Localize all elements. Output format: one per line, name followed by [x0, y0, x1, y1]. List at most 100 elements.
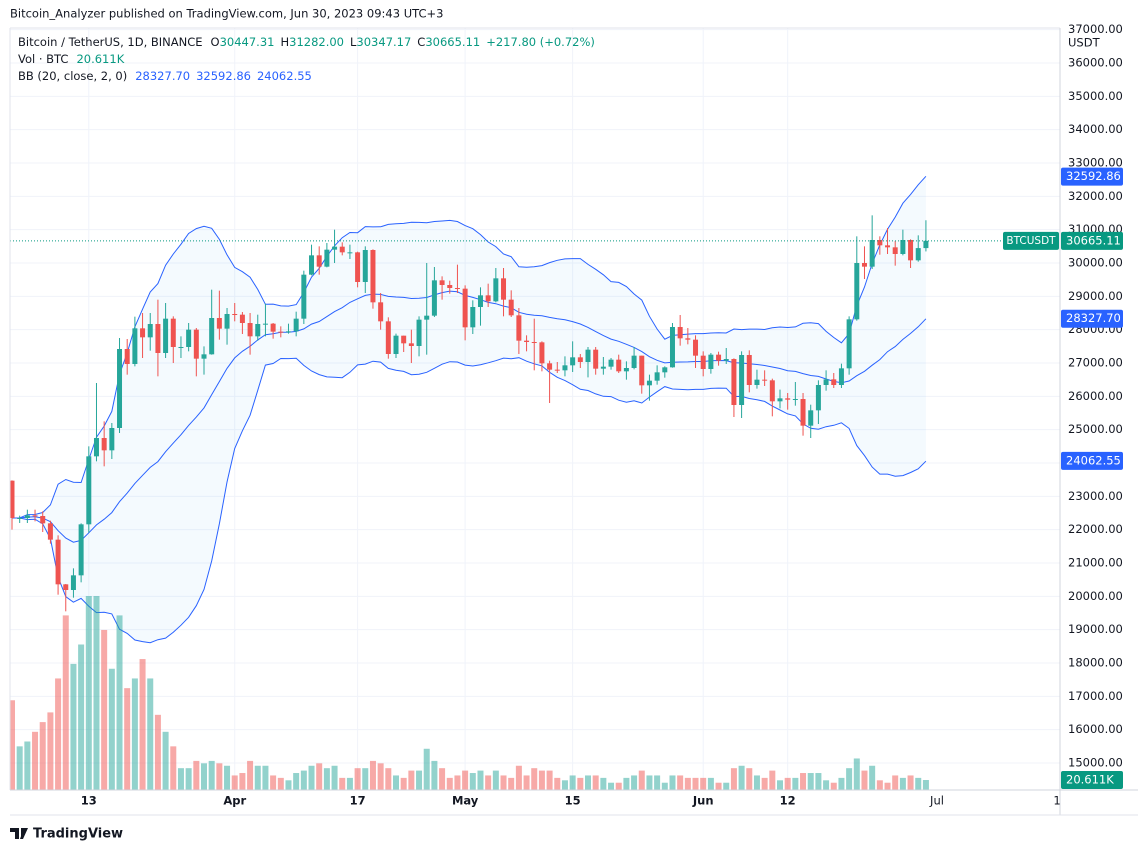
- candle-body: [216, 318, 222, 329]
- candle-body: [247, 323, 253, 337]
- volume-bar: [124, 688, 131, 790]
- candle-body: [324, 249, 330, 267]
- candle-body: [362, 250, 368, 282]
- volume-bar: [254, 765, 261, 790]
- volume-bar: [830, 782, 837, 790]
- volume-bar: [285, 780, 292, 790]
- candle-body: [101, 438, 107, 451]
- volume-bar: [853, 758, 860, 790]
- candle-body: [831, 379, 837, 385]
- symbol-badge-label: BTCUSDT: [1006, 235, 1056, 247]
- volume-bar: [208, 760, 215, 790]
- volume-bar: [147, 678, 154, 790]
- candle-body: [431, 280, 437, 316]
- candle-body: [869, 240, 875, 267]
- candle-body: [293, 318, 299, 332]
- bb-value: 32592.86: [196, 69, 251, 83]
- legend-bb: BB (20, close, 2, 0) 28327.70 32592.86 2406…: [18, 69, 312, 83]
- bollinger-line: [12, 175, 927, 519]
- volume-bar: [500, 775, 507, 790]
- candle-body: [769, 380, 775, 402]
- candle-body: [577, 357, 583, 362]
- volume-bar: [277, 777, 284, 790]
- candle-body: [593, 349, 599, 369]
- volume-bar: [569, 775, 576, 790]
- y-tick-label: 34000.00: [1068, 122, 1123, 136]
- candle-body: [700, 355, 706, 369]
- candle-body: [55, 539, 61, 585]
- candle-body: [47, 523, 53, 540]
- volume-bar: [792, 777, 799, 790]
- candle-body: [301, 274, 307, 319]
- volume-value: 20.611K: [76, 52, 124, 66]
- volume-bar: [323, 768, 330, 790]
- volume-bar: [646, 775, 653, 790]
- volume-bar: [231, 775, 238, 790]
- volume-bar: [592, 775, 599, 790]
- candle-body: [132, 328, 138, 364]
- candle-body: [124, 349, 130, 364]
- candle-body: [539, 342, 545, 364]
- volume-bar: [101, 629, 108, 790]
- candle-body: [754, 379, 760, 385]
- volume-bar: [331, 765, 338, 790]
- y-tick-label: 37000.00: [1068, 22, 1123, 36]
- volume-badge-label: 20.611K: [1066, 773, 1114, 787]
- candle-body: [201, 354, 207, 359]
- candle-body: [424, 315, 430, 320]
- volume-bar: [16, 746, 23, 790]
- volume-bar: [247, 760, 254, 790]
- y-tick-label: 27000.00: [1068, 356, 1123, 370]
- ohlc-key: O: [211, 35, 220, 49]
- candle-body: [170, 318, 176, 347]
- candle-body: [63, 584, 69, 590]
- candle-body: [631, 355, 637, 368]
- candle-body: [808, 410, 814, 426]
- candle-body: [493, 278, 499, 302]
- candle-body: [739, 355, 745, 405]
- volume-badge: [1061, 771, 1123, 790]
- ohlc-key: L: [350, 35, 357, 49]
- volume-bar: [423, 748, 430, 790]
- x-tick-label: Apr: [223, 794, 246, 808]
- volume-bar: [39, 722, 46, 790]
- candle-body: [32, 515, 38, 517]
- candle-body: [716, 354, 722, 361]
- plot: [10, 175, 1060, 790]
- volume-bar: [369, 760, 376, 790]
- volume-bar: [85, 596, 92, 790]
- candle-body: [470, 307, 476, 328]
- volume-bar: [193, 760, 200, 790]
- candle-body: [24, 515, 30, 518]
- volume-bar: [385, 768, 392, 790]
- published: Bitcoin_Analyzer published on TradingVie…: [10, 7, 443, 21]
- volume-bar: [907, 775, 914, 790]
- legend-symbol: Bitcoin / TetherUS, 1D, BINANCE O30447.31…: [18, 35, 595, 49]
- candle-body: [385, 321, 391, 354]
- candle-body: [232, 314, 238, 315]
- legend-volume: Vol · BTC 20.611K: [18, 52, 125, 66]
- volume-bar: [577, 777, 584, 790]
- y-tick-label: 29000.00: [1068, 289, 1123, 303]
- volume-bar: [800, 773, 807, 790]
- candle-body: [355, 252, 361, 282]
- volume-bar: [823, 780, 830, 790]
- volume-bar: [70, 663, 77, 790]
- candle-body: [723, 359, 729, 361]
- bb-legend: BB (20, close, 2, 0): [18, 69, 127, 83]
- candle-body: [923, 240, 929, 249]
- volume-bar: [700, 777, 707, 790]
- volume-bar: [684, 777, 691, 790]
- candle-body: [654, 372, 660, 381]
- volume-bar: [139, 659, 146, 790]
- volume-bar: [631, 775, 638, 790]
- y-tick-label: 26000.00: [1068, 389, 1123, 403]
- volume-bar: [761, 777, 768, 790]
- price-badge: [1061, 167, 1123, 186]
- volume-bar: [531, 768, 538, 790]
- volume-bar: [508, 777, 515, 790]
- candle-body: [785, 398, 791, 400]
- volume-bar: [538, 770, 545, 790]
- volume-bar: [362, 768, 369, 790]
- price-badge-label: 32592.86: [1066, 169, 1121, 183]
